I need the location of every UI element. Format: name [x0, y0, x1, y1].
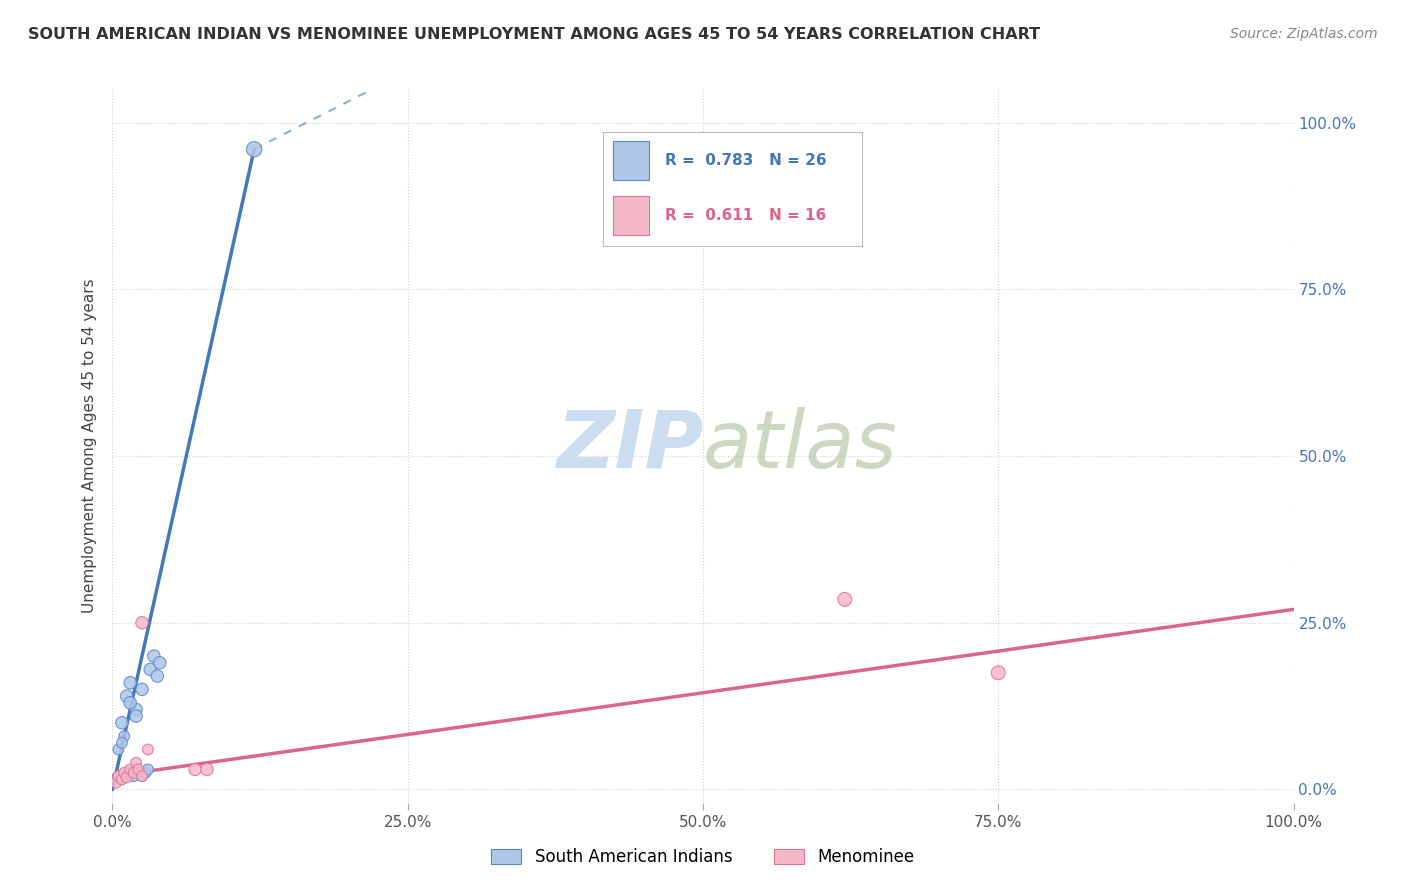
- Point: [125, 763, 148, 777]
- Point: [125, 756, 148, 770]
- Point: [139, 662, 162, 676]
- Point: [110, 772, 132, 787]
- Point: [136, 763, 159, 777]
- Point: [131, 615, 153, 630]
- Point: [107, 769, 129, 783]
- Point: [107, 769, 129, 783]
- Text: ZIP: ZIP: [555, 407, 703, 485]
- Point: [834, 592, 856, 607]
- Point: [115, 768, 138, 782]
- Point: [195, 763, 218, 777]
- Text: SOUTH AMERICAN INDIAN VS MENOMINEE UNEMPLOYMENT AMONG AGES 45 TO 54 YEARS CORREL: SOUTH AMERICAN INDIAN VS MENOMINEE UNEMP…: [28, 27, 1040, 42]
- Point: [122, 765, 145, 780]
- Point: [149, 656, 172, 670]
- Point: [135, 765, 157, 780]
- Point: [142, 649, 165, 664]
- Point: [115, 771, 138, 785]
- Point: [111, 715, 134, 730]
- Point: [122, 769, 145, 783]
- Text: atlas: atlas: [703, 407, 898, 485]
- Point: [127, 763, 149, 777]
- Point: [136, 742, 159, 756]
- Point: [105, 776, 128, 790]
- Point: [120, 675, 142, 690]
- Point: [107, 742, 129, 756]
- Point: [112, 771, 135, 785]
- Point: [112, 729, 135, 743]
- Point: [131, 682, 153, 697]
- Point: [243, 142, 266, 156]
- Legend: South American Indians, Menominee: South American Indians, Menominee: [484, 840, 922, 875]
- Point: [987, 665, 1010, 680]
- Point: [111, 736, 134, 750]
- Point: [120, 765, 142, 780]
- Point: [146, 669, 169, 683]
- Point: [115, 689, 138, 703]
- Point: [131, 769, 153, 783]
- Point: [112, 765, 135, 780]
- Point: [111, 772, 134, 787]
- Y-axis label: Unemployment Among Ages 45 to 54 years: Unemployment Among Ages 45 to 54 years: [82, 278, 97, 614]
- Point: [184, 763, 207, 777]
- Point: [127, 765, 149, 780]
- Point: [131, 769, 153, 783]
- Point: [120, 696, 142, 710]
- Text: Source: ZipAtlas.com: Source: ZipAtlas.com: [1230, 27, 1378, 41]
- Point: [120, 763, 142, 777]
- Point: [125, 702, 148, 716]
- Point: [125, 709, 148, 723]
